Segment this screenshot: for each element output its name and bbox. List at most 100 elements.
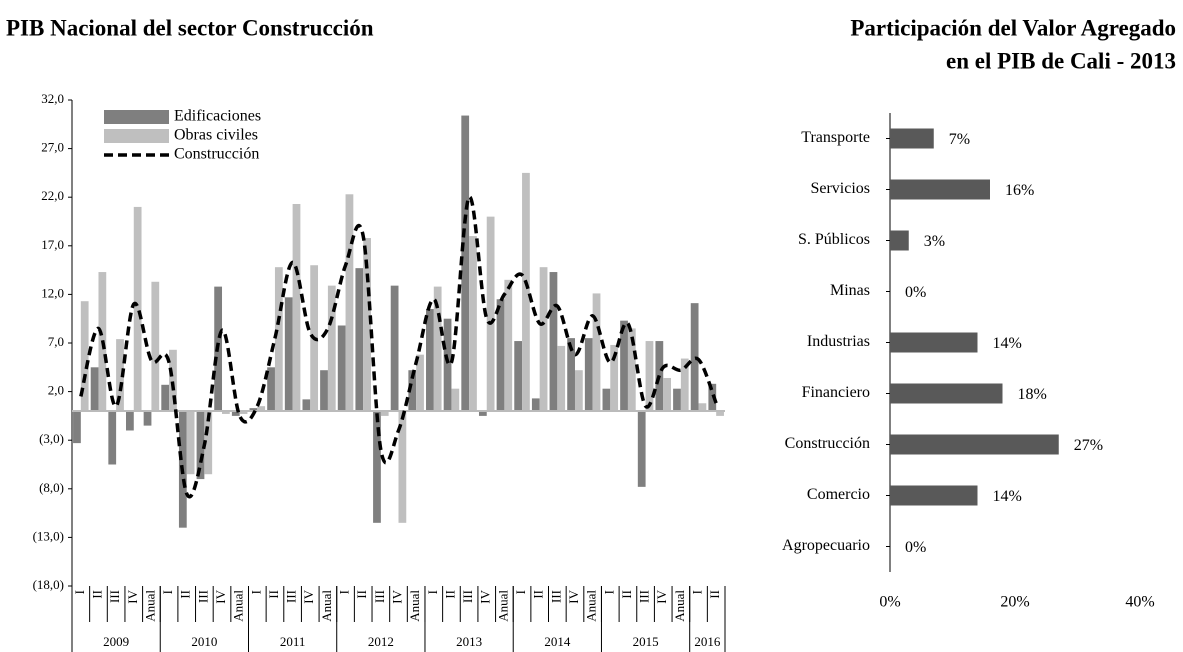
bar [549,272,558,412]
x-tick-label: IV [389,589,404,603]
bar [116,339,124,412]
y-tick-label: 17,0 [41,237,64,252]
bar [531,398,540,412]
x-tick-label: 0% [879,594,900,611]
bar [890,128,934,149]
x-tick-label: III [284,590,299,603]
bar [522,172,530,412]
bar [151,281,160,412]
y-tick-label: 12,0 [41,285,64,300]
x-tick-label: Anual [495,590,510,622]
x-tick-label: Anual [407,590,422,622]
bar [292,204,301,412]
group-label: 2013 [456,634,482,649]
value-label: 0% [905,284,926,301]
x-tick-label: III [107,590,122,603]
bar [504,279,513,412]
bar [680,358,689,412]
y-tick-label: S. Públicos [798,231,870,248]
x-tick-label: Anual [672,590,687,622]
bar [690,303,699,412]
chart-title: PIB Nacional del sector Construcción [6,15,374,40]
bar [469,236,477,412]
bar [390,285,399,412]
bar [302,399,311,412]
bar [574,370,583,412]
legend-label: Edificaciones [174,108,261,125]
bar [557,345,566,412]
value-label: 3% [924,233,945,250]
x-tick-label: I [513,590,528,594]
y-tick-label: Agropecuario [782,537,870,554]
x-tick-label: I [601,590,616,594]
bar [249,408,258,412]
value-label: 16% [1005,182,1034,199]
x-tick-label: II [354,590,369,599]
bar [486,216,495,412]
line [79,195,718,499]
x-tick-label: II [619,590,634,599]
bar [108,411,117,465]
x-tick-label: III [637,590,652,603]
bar [663,377,671,412]
x-tick-label: Anual [584,590,599,622]
y-tick-label: 2,0 [48,383,64,398]
bar [890,179,990,200]
bar [267,367,275,412]
x-tick-label: I [160,590,175,594]
bar [890,485,978,506]
x-tick-label: II [531,590,546,599]
y-tick-label: 22,0 [41,188,64,203]
bar [645,341,654,412]
x-tick-label: Anual [142,590,157,622]
bar [257,406,266,412]
bar [186,411,195,475]
value-label: 0% [905,539,926,556]
x-tick-label: 40% [1125,594,1154,611]
x-tick-label: III [195,590,210,603]
bar [380,411,389,416]
bar [161,384,170,412]
bar [426,308,434,412]
x-tick-label: Anual [319,590,334,622]
bar [698,403,707,412]
y-tick-label: Financiero [802,384,870,401]
y-tick-label: Transporte [801,129,870,146]
value-label: 18% [1018,386,1047,403]
bar [73,411,81,444]
x-tick-label: IV [654,589,669,603]
bar [90,367,99,412]
x-tick-label: II [178,590,193,599]
legend-label: Obras civiles [174,127,258,144]
value-label: 14% [993,488,1022,505]
legend-swatch [104,129,169,143]
x-tick-label: IV [213,589,228,603]
bar [637,411,646,487]
bar [592,293,601,412]
y-tick-label: Construcción [785,435,870,452]
x-tick-label: I [425,590,440,594]
bar [433,286,442,412]
y-tick-label: (13,0) [33,528,64,543]
bar [620,320,628,412]
x-tick-label: III [372,590,387,603]
bar [478,411,487,416]
bar [320,370,328,412]
x-tick-label: IV [478,589,493,603]
bar [169,349,177,412]
bar [143,411,152,426]
bar [627,328,636,412]
bar [327,285,336,412]
bar [398,411,407,523]
x-tick-label: Anual [231,590,246,622]
x-tick-label: 20% [1000,594,1029,611]
x-tick-label: II [707,590,722,599]
value-label: 14% [993,335,1022,352]
bar [196,411,205,480]
bar [890,383,1003,404]
bar [416,354,424,412]
y-tick-label: Comercio [807,486,870,503]
x-tick-label: III [460,590,475,603]
x-tick-label: IV [125,589,140,603]
bar [443,318,452,412]
